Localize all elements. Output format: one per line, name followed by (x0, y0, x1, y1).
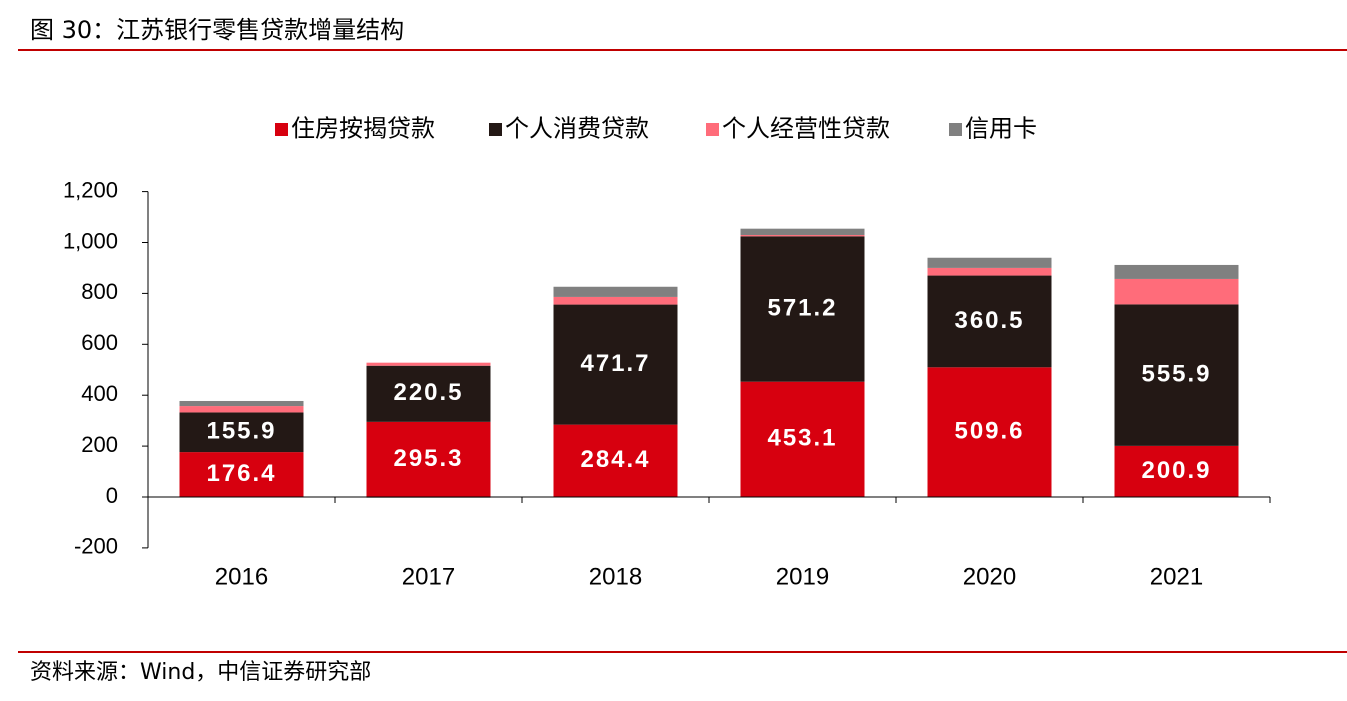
figure-title: 图 30：江苏银行零售贷款增量结构 (30, 16, 405, 44)
chart-legend: 住房按揭贷款 个人消费贷款 个人经营性贷款 信用卡 (275, 115, 1037, 142)
y-tick-label: 400 (81, 381, 118, 406)
y-tick-label: 0 (106, 483, 118, 508)
bar-credit_card-2018 (553, 286, 678, 297)
y-tick-label: 1,000 (63, 228, 118, 253)
data-label-mortgage-2016: 176.4 (206, 460, 276, 487)
legend-label-consumer: 个人消费贷款 (505, 115, 649, 142)
y-tick-label: 600 (81, 330, 118, 355)
data-label-mortgage-2017: 295.3 (393, 445, 463, 472)
bottom-divider (18, 651, 1347, 653)
data-label-consumer-2020: 360.5 (954, 307, 1024, 334)
stacked-bar-chart: 住房按揭贷款 个人消费贷款 个人经营性贷款 信用卡 -200 0 200 400 600 800… (63, 115, 1271, 590)
bar-consumer-2020 (927, 275, 1052, 368)
legend-label-credit_card: 信用卡 (965, 115, 1037, 142)
legend-label-business: 个人经营性贷款 (722, 115, 890, 142)
bar-mortgage-2020 (927, 367, 1052, 497)
bar-credit_card-2020 (927, 257, 1052, 268)
bar-credit_card-2019 (740, 228, 865, 236)
data-label-mortgage-2020: 509.6 (954, 417, 1024, 444)
data-label-mortgage-2021: 200.9 (1141, 457, 1211, 484)
bar-business-2020 (927, 267, 1052, 276)
x-tick-label: 2018 (589, 563, 642, 590)
bar-credit_card-2016 (179, 400, 304, 407)
bar-mortgage-2019 (740, 381, 865, 497)
source-note: 资料来源：Wind，中信证券研究部 (30, 660, 372, 685)
bar-consumer-2019 (740, 236, 865, 382)
data-label-consumer-2017: 220.5 (393, 379, 463, 406)
bar-business-2018 (553, 296, 678, 305)
data-label-consumer-2021: 555.9 (1141, 360, 1211, 387)
legend-label-mortgage: 住房按揭贷款 (291, 115, 435, 142)
legend-swatch-consumer (489, 123, 502, 136)
y-axis: -200 0 200 400 600 800 1,000 1,200 (63, 177, 149, 559)
bar-mortgage-2016 (179, 452, 304, 497)
bar-business-2021 (1114, 278, 1239, 305)
x-axis: 2016 2017 2018 2019 2020 2021 (147, 496, 1271, 590)
data-label-consumer-2016: 155.9 (206, 418, 276, 445)
bar-consumer-2016 (179, 412, 304, 453)
bar-business-2019 (740, 235, 865, 237)
data-label-mortgage-2019: 453.1 (767, 425, 837, 452)
legend-swatch-credit_card (949, 123, 962, 136)
top-divider (18, 49, 1347, 51)
bar-mortgage-2017 (366, 421, 491, 497)
bar-mortgage-2021 (1114, 445, 1239, 497)
y-tick-label: 1,200 (63, 177, 118, 202)
x-tick-label: 2016 (215, 563, 268, 590)
x-tick-label: 2019 (776, 563, 829, 590)
x-tick-label: 2020 (963, 563, 1016, 590)
data-labels: 176.4 155.9 295.3 220.5 284.4 471.7 453.1 571.2… (206, 294, 1211, 487)
y-tick-label: 800 (81, 279, 118, 304)
legend-swatch-business (706, 123, 719, 136)
bar-mortgage-2018 (553, 424, 678, 497)
bar-business-2016 (179, 406, 304, 413)
legend-swatch-mortgage (275, 123, 288, 136)
x-tick-label: 2021 (1150, 563, 1203, 590)
x-tick-label: 2017 (402, 563, 455, 590)
bar-credit_card-2021 (1114, 264, 1239, 279)
bar-consumer-2021 (1114, 304, 1239, 446)
y-tick-label: -200 (74, 534, 118, 559)
bar-business-2017 (366, 362, 491, 366)
y-tick-label: 200 (81, 432, 118, 457)
bars (179, 228, 1239, 498)
data-label-mortgage-2018: 284.4 (580, 446, 650, 473)
bar-consumer-2018 (553, 304, 678, 425)
data-label-consumer-2019: 571.2 (767, 294, 837, 321)
data-label-consumer-2018: 471.7 (580, 350, 650, 377)
bar-consumer-2017 (366, 365, 491, 422)
